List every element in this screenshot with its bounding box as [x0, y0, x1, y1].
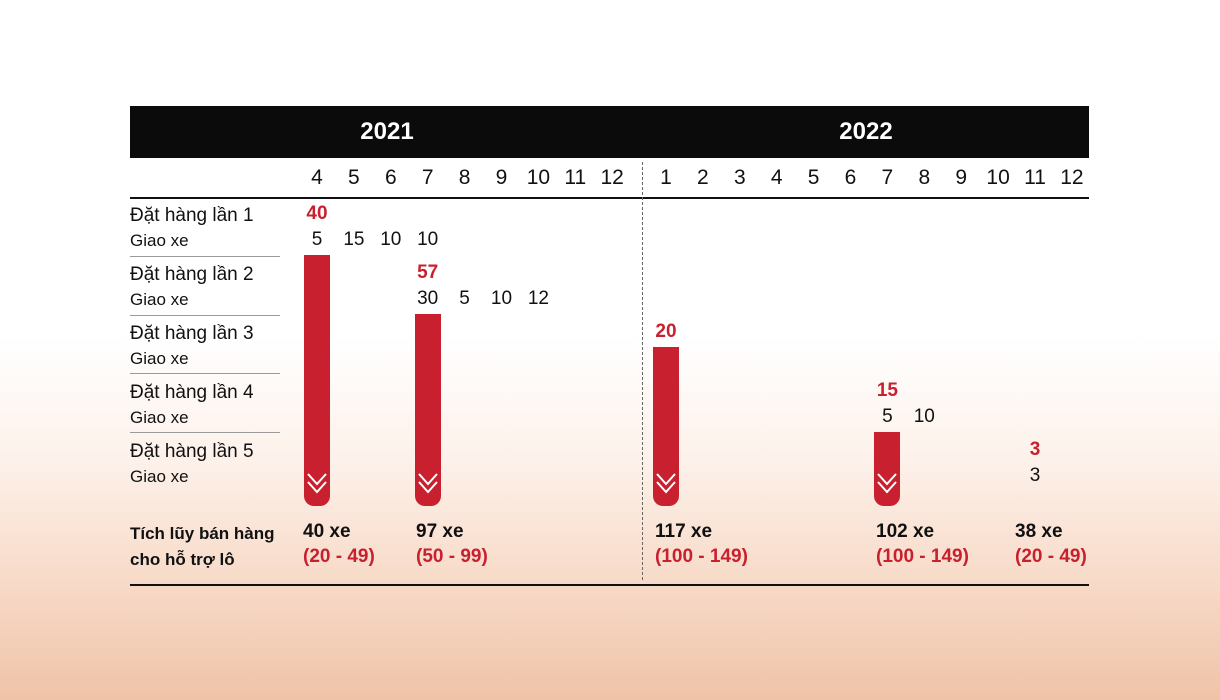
row-title-order-2: Đặt hàng lần 2 — [130, 264, 254, 285]
summary-range: (20 - 49) — [303, 546, 375, 567]
order-quantity-label: 57 — [417, 262, 439, 283]
order-bar — [304, 255, 330, 506]
row-title-order-5: Đặt hàng lần 5 — [130, 441, 254, 462]
row-sub-delivery-2: Giao xe — [130, 290, 189, 309]
summary-label-line-1: Tích lũy bán hàng — [130, 524, 275, 543]
row-title-order-3: Đặt hàng lần 3 — [130, 323, 254, 344]
year-header-bar — [130, 106, 1089, 158]
summary-range: (100 - 149) — [655, 546, 748, 567]
summary-total: 38 xe — [1015, 521, 1063, 542]
month-label: 3 — [733, 166, 746, 189]
summary-total: 102 xe — [876, 521, 935, 542]
row-title-order-1: Đặt hàng lần 1 — [130, 205, 254, 226]
header-rule — [130, 197, 1089, 199]
row-sub-delivery-1: Giao xe — [130, 231, 189, 250]
summary-range: (20 - 49) — [1015, 546, 1087, 567]
month-label: 11 — [564, 166, 587, 189]
month-label: 2 — [697, 166, 709, 189]
chevron-down-icon — [656, 473, 676, 494]
month-label: 6 — [844, 166, 857, 189]
month-label: 10 — [986, 166, 1010, 189]
year-label-2022: 2022 — [839, 118, 893, 145]
chevron-down-icon — [417, 473, 438, 494]
order-bar — [414, 314, 441, 506]
month-label: 8 — [458, 166, 471, 189]
summary-total: 97 xe — [416, 521, 464, 542]
month-label: 12 — [1060, 166, 1084, 189]
delivery-quantity-label: 15 — [343, 229, 365, 250]
row-sub-delivery-4: Giao xe — [130, 408, 189, 427]
chevron-down-icon — [307, 473, 327, 494]
row-sub-delivery-3: Giao xe — [130, 349, 189, 368]
month-label: 5 — [348, 166, 360, 189]
month-label: 7 — [421, 166, 434, 189]
row-separator — [130, 432, 280, 433]
delivery-quantity-label: 10 — [913, 406, 935, 427]
delivery-quantity-label: 3 — [1029, 465, 1041, 486]
delivery-quantity-label: 10 — [380, 229, 402, 250]
delivery-quantity-label: 5 — [882, 406, 893, 427]
month-label: 10 — [526, 166, 551, 189]
month-label: 7 — [881, 166, 894, 189]
delivery-quantity-label: 10 — [417, 229, 439, 250]
month-label: 9 — [955, 166, 968, 189]
delivery-quantity-label: 30 — [417, 288, 439, 309]
year-label-2021: 2021 — [360, 118, 414, 145]
month-label: 9 — [495, 166, 508, 189]
row-separator — [130, 373, 280, 374]
summary-total: 40 xe — [303, 521, 351, 542]
summary-range: (100 - 149) — [876, 546, 969, 567]
summary-label-line-2: cho hỗ trợ lô — [130, 550, 235, 569]
order-quantity-label: 40 — [306, 203, 328, 224]
summary-range: (50 - 99) — [416, 546, 488, 567]
row-separator — [130, 315, 280, 316]
month-label: 12 — [600, 166, 624, 189]
month-label: 5 — [807, 166, 820, 189]
row-separator — [130, 256, 280, 257]
row-sub-delivery-5: Giao xe — [130, 467, 189, 486]
month-label: 11 — [1024, 166, 1046, 189]
year-divider — [642, 162, 643, 580]
order-quantity-label: 3 — [1029, 439, 1041, 460]
month-label: 1 — [660, 166, 672, 189]
month-label: 8 — [918, 166, 931, 189]
summary-total: 117 xe — [655, 521, 713, 542]
delivery-quantity-label: 5 — [311, 229, 323, 250]
chevron-down-icon — [877, 473, 898, 494]
month-label: 6 — [384, 166, 397, 189]
order-bar — [874, 432, 901, 506]
month-label: 4 — [770, 166, 783, 189]
order-quantity-label: 20 — [655, 321, 677, 342]
row-title-order-4: Đặt hàng lần 4 — [130, 382, 254, 403]
delivery-quantity-label: 5 — [459, 288, 470, 309]
delivery-quantity-label: 10 — [490, 288, 513, 309]
order-quantity-label: 15 — [876, 380, 898, 401]
order-bar — [653, 347, 679, 506]
bottom-rule — [130, 584, 1089, 586]
delivery-quantity-label: 12 — [527, 288, 549, 309]
month-label: 4 — [311, 166, 323, 189]
